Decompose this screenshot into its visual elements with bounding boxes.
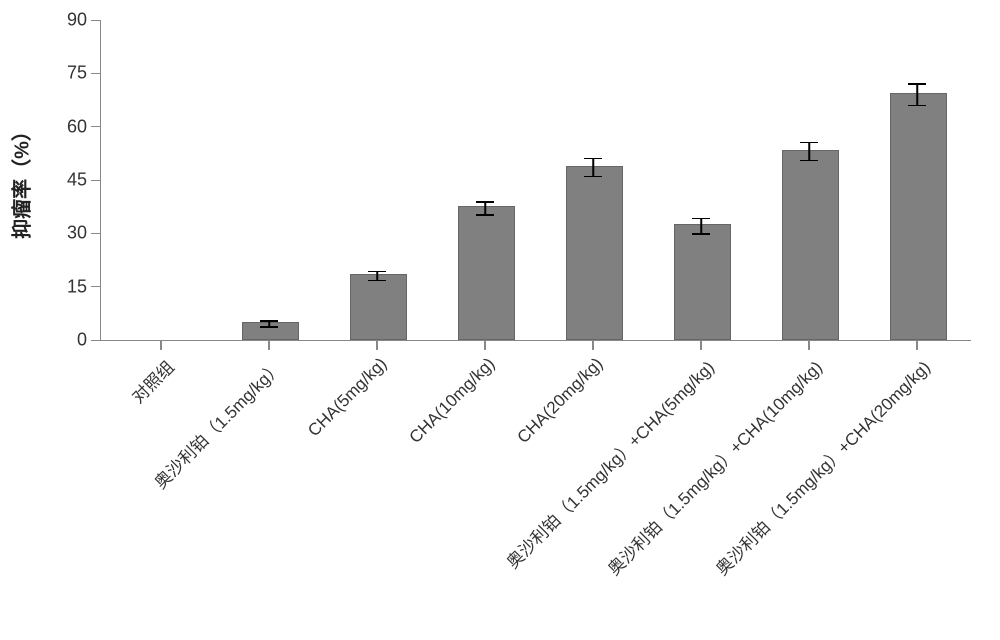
x-tick bbox=[160, 340, 162, 350]
error-cap-top bbox=[368, 271, 386, 273]
bar bbox=[458, 206, 515, 340]
x-label: CHA(10mg/kg) bbox=[406, 354, 500, 448]
x-tick bbox=[700, 340, 702, 350]
error-cap-bottom bbox=[260, 326, 278, 328]
x-tick bbox=[376, 340, 378, 350]
x-tick bbox=[592, 340, 594, 350]
x-label: 奥沙利铂（1.5mg/kg）+CHA(5mg/kg) bbox=[500, 354, 719, 573]
plot-area: 0153045607590对照组奥沙利铂（1.5mg/kg）CHA(5mg/kg… bbox=[100, 20, 971, 341]
y-axis-title: 抑瘤率（%） bbox=[6, 121, 35, 239]
bar bbox=[674, 224, 731, 340]
error-cap-bottom bbox=[692, 233, 710, 235]
error-cap-bottom bbox=[584, 176, 602, 178]
y-tick bbox=[91, 73, 101, 74]
error-cap-bottom bbox=[368, 280, 386, 282]
error-cap-top bbox=[584, 158, 602, 160]
error-bar bbox=[592, 159, 594, 177]
y-tick bbox=[91, 286, 101, 287]
error-cap-bottom bbox=[476, 214, 494, 216]
y-tick-label: 0 bbox=[77, 330, 87, 351]
error-cap-top bbox=[800, 142, 818, 144]
error-cap-top bbox=[692, 218, 710, 220]
y-tick-label: 45 bbox=[67, 170, 87, 191]
x-label: CHA(20mg/kg) bbox=[514, 354, 608, 448]
y-tick bbox=[91, 180, 101, 181]
y-tick-label: 15 bbox=[67, 276, 87, 297]
error-cap-bottom bbox=[800, 160, 818, 162]
error-cap-bottom bbox=[908, 105, 926, 107]
y-tick-label: 60 bbox=[67, 116, 87, 137]
error-cap-top bbox=[260, 320, 278, 322]
y-tick-label: 90 bbox=[67, 10, 87, 31]
error-bar bbox=[484, 202, 486, 215]
x-tick bbox=[268, 340, 270, 350]
y-tick bbox=[91, 126, 101, 127]
x-label: 奥沙利铂（1.5mg/kg）+CHA(10mg/kg) bbox=[601, 354, 827, 580]
error-bar bbox=[808, 143, 810, 161]
bar bbox=[242, 322, 299, 340]
x-tick bbox=[808, 340, 810, 350]
error-cap-top bbox=[476, 201, 494, 203]
error-cap-top bbox=[908, 83, 926, 85]
y-tick bbox=[91, 20, 101, 21]
error-bar bbox=[700, 218, 702, 234]
bar bbox=[350, 274, 407, 340]
bar bbox=[566, 166, 623, 340]
bar bbox=[782, 150, 839, 340]
x-label: CHA(5mg/kg) bbox=[304, 354, 391, 441]
chart-container: 抑瘤率（%） 0153045607590对照组奥沙利铂（1.5mg/kg）CHA… bbox=[0, 0, 1000, 640]
x-label: 奥沙利铂（1.5mg/kg）+CHA(20mg/kg) bbox=[709, 354, 935, 580]
bar bbox=[890, 93, 947, 340]
y-tick-label: 75 bbox=[67, 63, 87, 84]
y-tick bbox=[91, 340, 101, 341]
y-tick bbox=[91, 233, 101, 234]
x-label: 对照组 bbox=[125, 354, 179, 408]
y-tick-label: 30 bbox=[67, 223, 87, 244]
x-tick bbox=[916, 340, 918, 350]
x-tick bbox=[484, 340, 486, 350]
error-bar bbox=[916, 84, 918, 105]
